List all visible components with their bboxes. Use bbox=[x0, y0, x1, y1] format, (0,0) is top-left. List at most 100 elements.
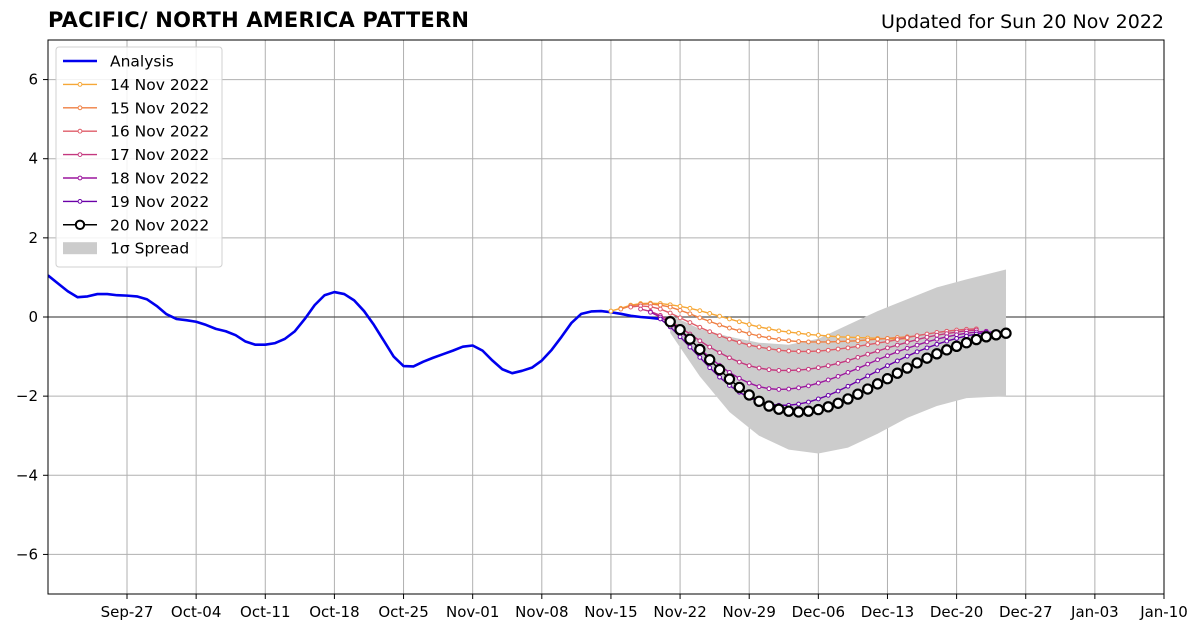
forecast-point bbox=[931, 348, 943, 360]
legend-marker bbox=[77, 82, 83, 87]
forecast-point bbox=[990, 329, 1002, 341]
legend-marker bbox=[77, 199, 83, 204]
forecast-point bbox=[776, 347, 782, 353]
forecast-point bbox=[727, 355, 732, 361]
forecast-point bbox=[756, 384, 762, 390]
forecast-point bbox=[835, 346, 841, 352]
forecast-point bbox=[825, 377, 831, 383]
x-tick-label: Dec-27 bbox=[999, 603, 1053, 621]
forecast-point bbox=[717, 374, 722, 380]
forecast-point bbox=[875, 348, 880, 354]
forecast-point bbox=[855, 343, 861, 349]
forecast-point bbox=[970, 333, 983, 346]
forecast-point bbox=[855, 366, 861, 371]
forecast-point bbox=[766, 346, 772, 352]
legend-marker bbox=[77, 105, 83, 111]
forecast-point bbox=[707, 311, 713, 316]
legend-entry: 15 Nov 2022 bbox=[63, 99, 209, 117]
forecast-point bbox=[776, 368, 782, 373]
forecast-point bbox=[865, 342, 871, 348]
forecast-point bbox=[914, 337, 920, 342]
forecast-point bbox=[783, 405, 795, 417]
plot-area bbox=[48, 269, 1164, 454]
forecast-point bbox=[825, 347, 831, 353]
legend-entry: 19 Nov 2022 bbox=[63, 193, 209, 211]
forecast-point bbox=[924, 345, 930, 351]
forecast-point bbox=[687, 320, 693, 325]
updated-date: Updated for Sun 20 Nov 2022 bbox=[881, 11, 1164, 33]
forecast-point bbox=[806, 339, 811, 345]
x-tick-label: Dec-13 bbox=[861, 603, 915, 621]
forecast-point bbox=[960, 337, 973, 349]
forecast-point bbox=[727, 325, 732, 331]
forecast-point bbox=[904, 345, 910, 351]
x-tick-label: Oct-11 bbox=[240, 603, 290, 621]
forecast-point bbox=[674, 323, 686, 336]
forecast-point bbox=[746, 363, 752, 369]
x-tick-label: Nov-08 bbox=[515, 603, 568, 621]
forecast-point bbox=[806, 332, 811, 337]
forecast-point bbox=[697, 315, 703, 321]
forecast-point bbox=[707, 344, 713, 350]
forecast-point bbox=[697, 354, 703, 360]
legend-label: 16 Nov 2022 bbox=[110, 123, 209, 141]
forecast-point bbox=[703, 354, 716, 366]
forecast-point bbox=[822, 401, 834, 413]
chart-title: PACIFIC/ NORTH AMERICA PATTERN bbox=[48, 8, 470, 32]
forecast-point bbox=[914, 342, 920, 348]
forecast-point bbox=[638, 306, 643, 312]
forecast-point bbox=[924, 334, 930, 340]
y-tick-label: −2 bbox=[16, 387, 38, 405]
forecast-point bbox=[891, 367, 904, 379]
forecast-point bbox=[815, 380, 821, 386]
forecast-point bbox=[667, 310, 673, 316]
forecast-point bbox=[677, 334, 683, 340]
forecast-point bbox=[766, 386, 772, 392]
forecast-point bbox=[743, 389, 755, 401]
forecast-point bbox=[845, 383, 851, 389]
forecast-point bbox=[717, 350, 722, 356]
forecast-point bbox=[941, 344, 953, 356]
forecast-point bbox=[815, 396, 821, 402]
forecast-point bbox=[786, 338, 792, 344]
series-7 bbox=[664, 316, 1012, 418]
forecast-point bbox=[875, 357, 880, 363]
forecast-point bbox=[980, 331, 992, 343]
forecast-point bbox=[618, 306, 624, 312]
forecast-point bbox=[667, 304, 673, 310]
legend-label: 14 Nov 2022 bbox=[110, 76, 209, 94]
forecast-point bbox=[815, 332, 821, 338]
forecast-point bbox=[746, 331, 752, 337]
forecast-point bbox=[881, 373, 894, 385]
forecast-point bbox=[904, 335, 910, 340]
forecast-point bbox=[865, 351, 871, 357]
forecast-point bbox=[766, 335, 772, 341]
forecast-point bbox=[657, 316, 663, 322]
y-tick-label: −6 bbox=[16, 545, 38, 563]
forecast-point bbox=[815, 365, 821, 371]
forecast-point bbox=[875, 340, 880, 346]
forecast-point bbox=[773, 403, 785, 415]
forecast-point bbox=[1000, 327, 1012, 339]
legend-label: 19 Nov 2022 bbox=[110, 193, 209, 211]
x-tick-label: Jan-10 bbox=[1139, 603, 1188, 621]
forecast-point bbox=[697, 338, 703, 344]
forecast-point bbox=[717, 313, 722, 319]
forecast-point bbox=[825, 339, 831, 345]
analysis-line bbox=[48, 274, 661, 375]
forecast-point bbox=[825, 392, 831, 398]
forecast-point bbox=[885, 345, 890, 351]
forecast-point bbox=[806, 383, 811, 389]
forecast-point bbox=[802, 405, 815, 417]
forecast-point bbox=[806, 399, 811, 405]
forecast-point bbox=[806, 349, 811, 354]
forecast-point bbox=[924, 339, 930, 345]
forecast-point bbox=[835, 334, 841, 340]
forecast-point bbox=[815, 348, 821, 354]
forecast-point bbox=[677, 303, 683, 309]
forecast-point bbox=[776, 387, 782, 392]
forecast-point bbox=[746, 322, 752, 327]
forecast-point bbox=[950, 340, 963, 352]
legend-swatch bbox=[63, 242, 97, 255]
forecast-point bbox=[914, 333, 920, 338]
